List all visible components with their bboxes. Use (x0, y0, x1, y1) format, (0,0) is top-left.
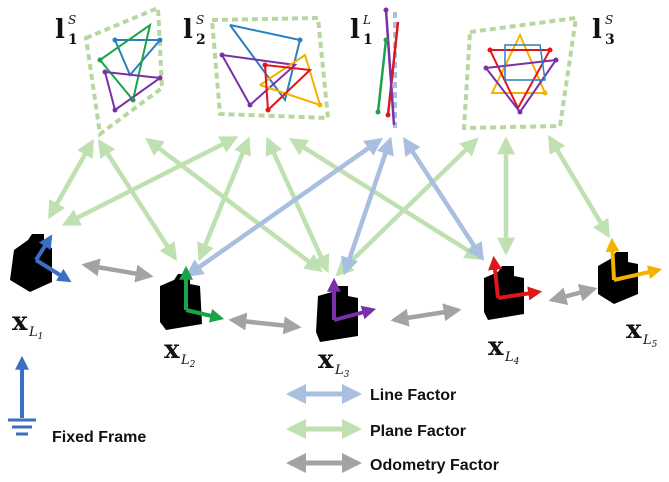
fixed-frame: Fixed Frame (8, 355, 146, 446)
pose-label-3: x L3 (318, 345, 350, 380)
plane-landmark-1 (83, 5, 165, 138)
svg-text:l: l (592, 15, 602, 45)
landmark-shape-green (99, 22, 152, 103)
pose-1-axis-y (34, 234, 53, 262)
landmark-label-plane1: l 1 S (55, 13, 78, 48)
landmark-star-blue (504, 44, 546, 81)
svg-text:L1: L1 (28, 325, 43, 342)
pose-label-1: x L1 (12, 307, 43, 342)
line-factor-edge (341, 136, 394, 276)
pose-label-2: x L2 (164, 335, 196, 370)
pose-5-sensor (598, 237, 663, 304)
svg-text:x: x (318, 345, 334, 375)
pose-4-axis-y (488, 255, 502, 299)
svg-text:L3: L3 (334, 363, 350, 380)
svg-text:L5: L5 (642, 333, 658, 350)
lidar-body (160, 274, 202, 330)
landmark-label-plane2: l 2 S (183, 13, 206, 48)
pose-4-axis-x (497, 286, 543, 301)
svg-text:x: x (488, 332, 504, 362)
plane-factor-edge (61, 135, 239, 227)
landmark-shape-blue (114, 39, 163, 77)
svg-text:l: l (350, 15, 360, 45)
legend-plane-factor-label: Plane Factor (370, 423, 466, 440)
pose-5-axis-x (613, 265, 663, 282)
pose-label-5: x L5 (626, 315, 658, 350)
pose-4-sensor (484, 255, 543, 320)
pose-2-axis-x (185, 308, 225, 323)
line-factor-arrows (185, 136, 484, 278)
plane-factor-edge (145, 137, 323, 273)
svg-text:L: L (362, 13, 371, 27)
landmark-shape-yellow (259, 53, 322, 107)
svg-text:L2: L2 (180, 353, 196, 370)
plane-factor-arrows (48, 134, 610, 277)
legend-odometry-factor-label: Odometry Factor (370, 457, 499, 474)
fixed-frame-label: Fixed Frame (52, 429, 146, 446)
odometry-factor-edge (548, 283, 598, 306)
line-landmark-purple (384, 9, 396, 126)
odometry-factor-arrows (81, 258, 598, 335)
pose-2-sensor (160, 265, 225, 330)
line-landmark-1 (375, 7, 400, 130)
landmark-label-line1: l 1 L (350, 13, 373, 48)
plane-border (461, 15, 579, 131)
landmark-label-plane3: l 3 S (592, 13, 615, 48)
pose-label-4: x L4 (488, 332, 520, 367)
ground-icon (8, 418, 36, 436)
legend-line-factor-label: Line Factor (370, 387, 456, 404)
pose-1-sensor (10, 234, 72, 292)
lidar-body (316, 286, 358, 342)
plane-factor-edge (548, 134, 610, 239)
pose-1-axis-x (34, 258, 72, 283)
pose-3-sensor (316, 277, 377, 342)
line-landmark-green (376, 39, 388, 113)
svg-text:x: x (164, 335, 180, 365)
landmark-star-purple (484, 58, 559, 114)
odometry-factor-edge (390, 303, 462, 327)
landmark-star-yellow (490, 32, 547, 94)
plane-border (83, 5, 165, 138)
odometry-factor-edge (228, 312, 302, 335)
landmark-shape-purple (221, 54, 298, 107)
plane-landmark-2 (209, 15, 331, 121)
svg-text:2: 2 (196, 32, 206, 48)
svg-text:S: S (196, 13, 204, 27)
plane-border (209, 15, 331, 121)
odometry-factor-edge (81, 258, 154, 283)
line-landmark-red (386, 21, 400, 116)
plane-factor-edge (335, 137, 479, 277)
landmark-shape-red (264, 64, 313, 113)
landmark-shape-purple (104, 71, 163, 112)
svg-text:S: S (605, 13, 613, 27)
line-factor-edge (403, 136, 484, 262)
lidar-body (484, 266, 524, 320)
svg-text:3: 3 (605, 32, 615, 48)
svg-text:L4: L4 (504, 350, 520, 367)
svg-text:1: 1 (68, 32, 78, 48)
plane-landmark-3 (461, 15, 579, 131)
svg-text:l: l (55, 15, 65, 45)
pose-3-axis-x (333, 305, 377, 322)
svg-text:x: x (626, 315, 642, 345)
plane-factor-edge (48, 138, 94, 220)
landmark-star-red (488, 49, 552, 111)
legend: Line Factor Plane Factor Odometry Factor (286, 384, 499, 474)
svg-text:l: l (183, 15, 193, 45)
svg-text:x: x (12, 307, 28, 337)
svg-text:S: S (68, 13, 76, 27)
svg-text:1: 1 (363, 32, 373, 48)
pose-5-axis-y (605, 237, 620, 281)
landmark-shape-blue (229, 24, 302, 103)
